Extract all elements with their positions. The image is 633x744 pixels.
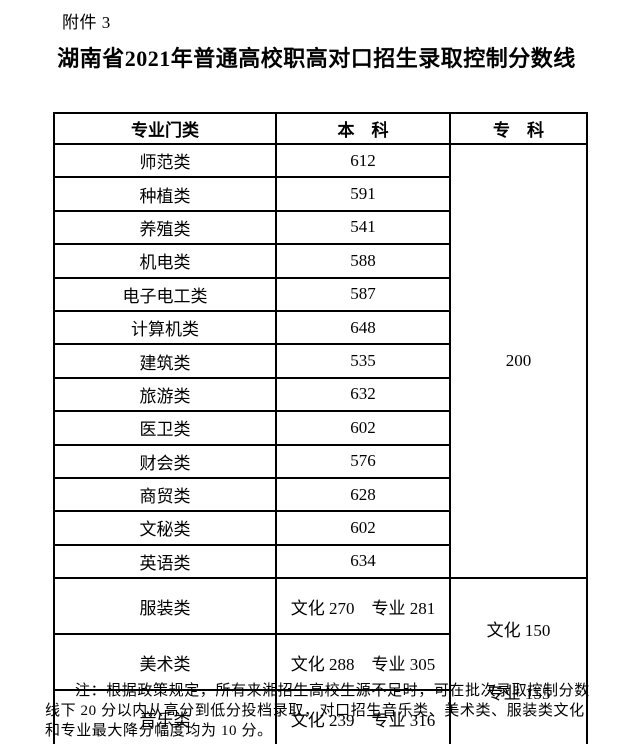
college-score-merged-cell: 200 [449,142,588,580]
table-row: 师范类 612 200 [53,142,588,580]
undergrad-score-cell: 文化 288 专业 305 [275,633,451,692]
category-cell: 养殖类 [53,209,277,246]
undergrad-score-cell: 576 [275,443,451,479]
undergrad-score-cell: 634 [275,543,451,580]
table-row: 机电类 588 [53,243,587,279]
attachment-label: 附件 3 [62,13,111,32]
undergrad-score-cell: 628 [275,476,451,513]
table-row: 计算机类 648 [53,309,587,346]
table-row: 文秘类 602 [53,510,587,546]
col-header-undergraduate: 本 科 [275,112,451,145]
category-cell: 建筑类 [53,343,277,379]
category-cell: 旅游类 [53,376,277,413]
undergrad-score-cell: 文化 270 专业 281 [275,577,451,636]
category-cell: 财会类 [53,443,277,479]
table-row: 美术类 文化 288 专业 305 [53,633,587,692]
undergrad-score-cell: 591 [275,176,451,212]
category-cell: 文秘类 [53,510,277,546]
table-row: 服装类 文化 270 专业 281 文化 150 专业 155 [53,577,588,744]
table-row: 建筑类 535 [53,343,587,379]
undergrad-score-cell: 文化 239 专业 316 [275,689,451,744]
footnote-line: 和专业最大降分幅度均为 10 分。 [45,723,273,739]
category-cell: 计算机类 [53,309,277,346]
undergrad-score-cell: 602 [275,510,451,546]
category-cell: 美术类 [53,633,277,692]
category-cell: 电子电工类 [53,276,277,312]
undergrad-score-cell: 612 [275,142,451,179]
undergrad-score-cell: 588 [275,243,451,279]
undergrad-score-cell: 541 [275,209,451,246]
category-cell: 英语类 [53,543,277,580]
undergrad-score-cell: 632 [275,376,451,413]
table-header-row: 专业门类 本 科 专 科 [53,112,588,145]
table-row: 种植类 591 [53,176,587,212]
table-row: 财会类 576 [53,443,587,479]
table-row: 音乐类 文化 239 专业 316 [53,689,587,744]
table-row: 养殖类 541 [53,209,587,246]
col-header-college: 专 科 [449,112,588,145]
table-row: 商贸类 628 [53,476,587,513]
undergrad-score-cell: 648 [275,309,451,346]
table-row: 医卫类 602 [53,410,587,446]
category-cell: 商贸类 [53,476,277,513]
category-cell: 师范类 [53,142,277,179]
undergrad-score-cell: 535 [275,343,451,379]
college-score-art-merged-cell: 文化 150 专业 155 [449,577,588,744]
footnote-line: 注：根据政策规定，所有来湘招生高校生源不足时，可在批次录取控制分数 [75,683,590,699]
table-row: 英语类 634 [53,543,587,580]
score-table: 专业门类 本 科 专 科 师范类 612 200 种植类 591 养殖类 541… [53,112,588,744]
col-header-category: 专业门类 [53,112,277,145]
category-cell: 医卫类 [53,410,277,446]
category-cell: 机电类 [53,243,277,279]
undergrad-score-cell: 587 [275,276,451,312]
footnote-line: 线下 20 分以内从高分到低分投档录取，对口招生音乐类、美术类、服装类文化 [45,703,585,719]
table-row: 电子电工类 587 [53,276,587,312]
college-art-major-score: 专业 155 [486,684,551,704]
footnote: 注：根据政策规定，所有来湘招生高校生源不足时，可在批次录取控制分数 线下 20 … [45,681,590,741]
undergrad-score-cell: 602 [275,410,451,446]
page-title: 湖南省2021年普通高校职高对口招生录取控制分数线 [57,46,576,71]
category-cell: 音乐类 [53,689,277,744]
table-row: 旅游类 632 [53,376,587,413]
college-art-culture-score: 文化 150 [486,621,551,641]
category-cell: 服装类 [53,577,277,636]
category-cell: 种植类 [53,176,277,212]
